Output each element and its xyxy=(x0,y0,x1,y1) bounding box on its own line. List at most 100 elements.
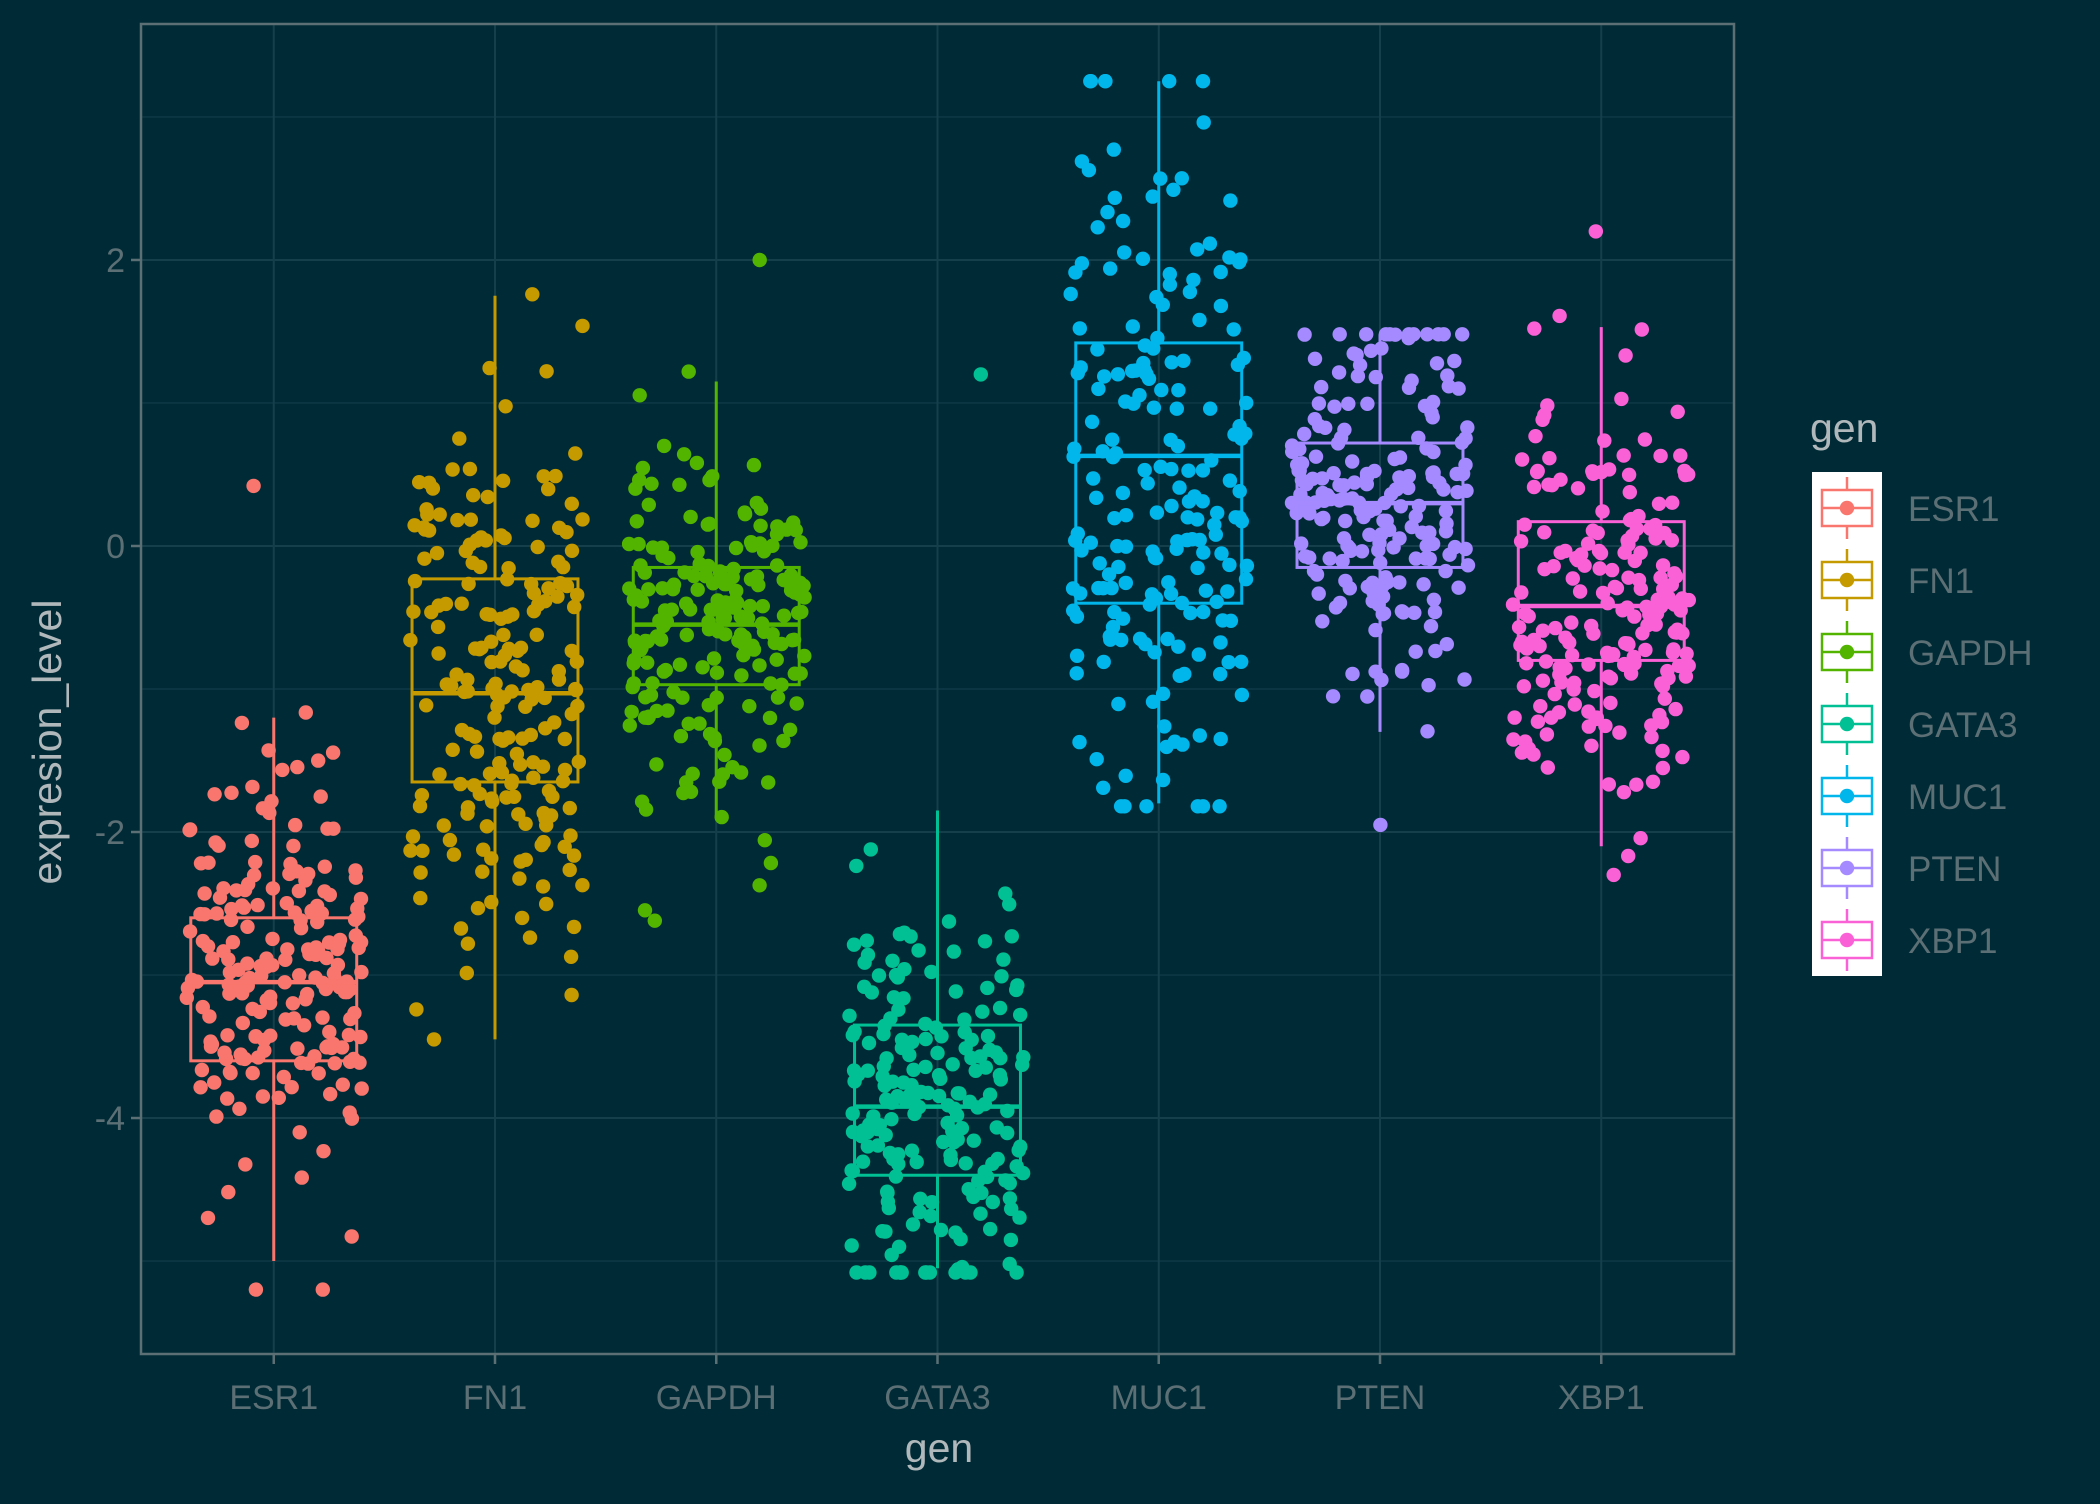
data-point xyxy=(559,525,574,540)
data-point xyxy=(1161,575,1176,590)
data-point xyxy=(1554,675,1569,690)
data-point xyxy=(1621,848,1636,864)
data-point xyxy=(1181,463,1196,478)
data-point xyxy=(492,731,507,747)
data-point xyxy=(200,939,216,954)
data-point xyxy=(1074,154,1090,169)
data-point xyxy=(1507,710,1522,725)
data-point xyxy=(624,704,639,720)
data-point xyxy=(1375,578,1391,593)
data-point xyxy=(753,518,768,533)
data-point xyxy=(983,1221,998,1237)
data-point xyxy=(714,809,729,825)
data-point xyxy=(902,1088,917,1104)
data-point xyxy=(1638,642,1653,658)
data-point xyxy=(1236,350,1252,366)
data-point xyxy=(1125,319,1141,334)
data-point xyxy=(522,930,538,945)
data-point xyxy=(746,457,762,473)
data-point xyxy=(729,583,744,599)
data-point xyxy=(462,461,478,477)
data-point xyxy=(1354,544,1370,559)
data-point xyxy=(497,648,513,663)
data-point xyxy=(1215,613,1230,628)
data-point xyxy=(718,627,733,642)
data-point xyxy=(681,716,696,731)
data-point xyxy=(913,1191,928,1207)
data-point xyxy=(1386,540,1401,555)
data-point xyxy=(896,991,911,1006)
data-point xyxy=(463,512,478,527)
data-point xyxy=(444,678,459,693)
data-point xyxy=(432,767,447,782)
data-point xyxy=(994,969,1009,984)
data-point xyxy=(1614,391,1629,407)
data-point xyxy=(794,604,809,620)
data-point xyxy=(1070,365,1086,381)
data-point xyxy=(1418,551,1433,566)
data-point xyxy=(782,722,798,737)
data-point xyxy=(197,886,212,901)
data-point xyxy=(1002,897,1017,912)
data-point xyxy=(1234,654,1249,669)
data-point xyxy=(1195,463,1211,478)
data-point xyxy=(354,1081,369,1096)
data-point xyxy=(539,364,554,379)
data-point xyxy=(286,838,301,854)
data-point xyxy=(973,367,988,382)
data-point xyxy=(673,728,689,744)
data-point xyxy=(749,569,765,584)
data-point xyxy=(1118,539,1134,554)
data-point xyxy=(861,1035,877,1051)
data-point xyxy=(487,710,502,725)
data-point xyxy=(856,1123,871,1138)
data-point xyxy=(1089,752,1104,767)
data-point xyxy=(222,965,238,980)
legend-key-point xyxy=(1839,860,1855,876)
data-point xyxy=(467,729,483,744)
data-point xyxy=(551,554,566,569)
data-point xyxy=(1083,74,1098,89)
data-point xyxy=(193,1080,208,1095)
data-point xyxy=(779,522,794,537)
data-point xyxy=(538,594,553,609)
data-point xyxy=(568,446,583,461)
data-point xyxy=(278,1012,293,1027)
data-point xyxy=(902,1047,917,1063)
data-point xyxy=(1315,485,1330,501)
data-point xyxy=(1637,432,1653,447)
data-point xyxy=(776,608,792,623)
data-point xyxy=(633,558,648,573)
data-point xyxy=(1653,570,1668,585)
data-point xyxy=(752,738,767,753)
data-point xyxy=(633,642,648,658)
data-point xyxy=(446,847,462,862)
data-point xyxy=(918,1031,933,1047)
data-point xyxy=(221,952,236,967)
data-point xyxy=(509,746,525,762)
data-point xyxy=(1004,929,1019,944)
data-point xyxy=(702,726,718,742)
data-point xyxy=(1436,327,1451,342)
data-point xyxy=(894,1032,910,1048)
data-point xyxy=(1220,584,1235,599)
data-point xyxy=(645,540,661,555)
data-point xyxy=(1584,738,1599,753)
data-point xyxy=(1307,412,1323,427)
data-point xyxy=(1616,448,1631,463)
data-point xyxy=(348,870,364,885)
data-point xyxy=(403,633,418,648)
data-point xyxy=(1438,524,1454,539)
data-point xyxy=(689,455,705,471)
data-point xyxy=(870,1138,886,1153)
data-point xyxy=(566,848,582,863)
data-point xyxy=(1336,531,1352,546)
data-point xyxy=(291,883,307,899)
data-point xyxy=(1438,503,1454,519)
data-point xyxy=(1098,74,1113,89)
data-point xyxy=(709,665,725,680)
data-point xyxy=(450,512,465,528)
data-point xyxy=(1213,264,1228,280)
series-xbp1 xyxy=(1505,224,1697,883)
